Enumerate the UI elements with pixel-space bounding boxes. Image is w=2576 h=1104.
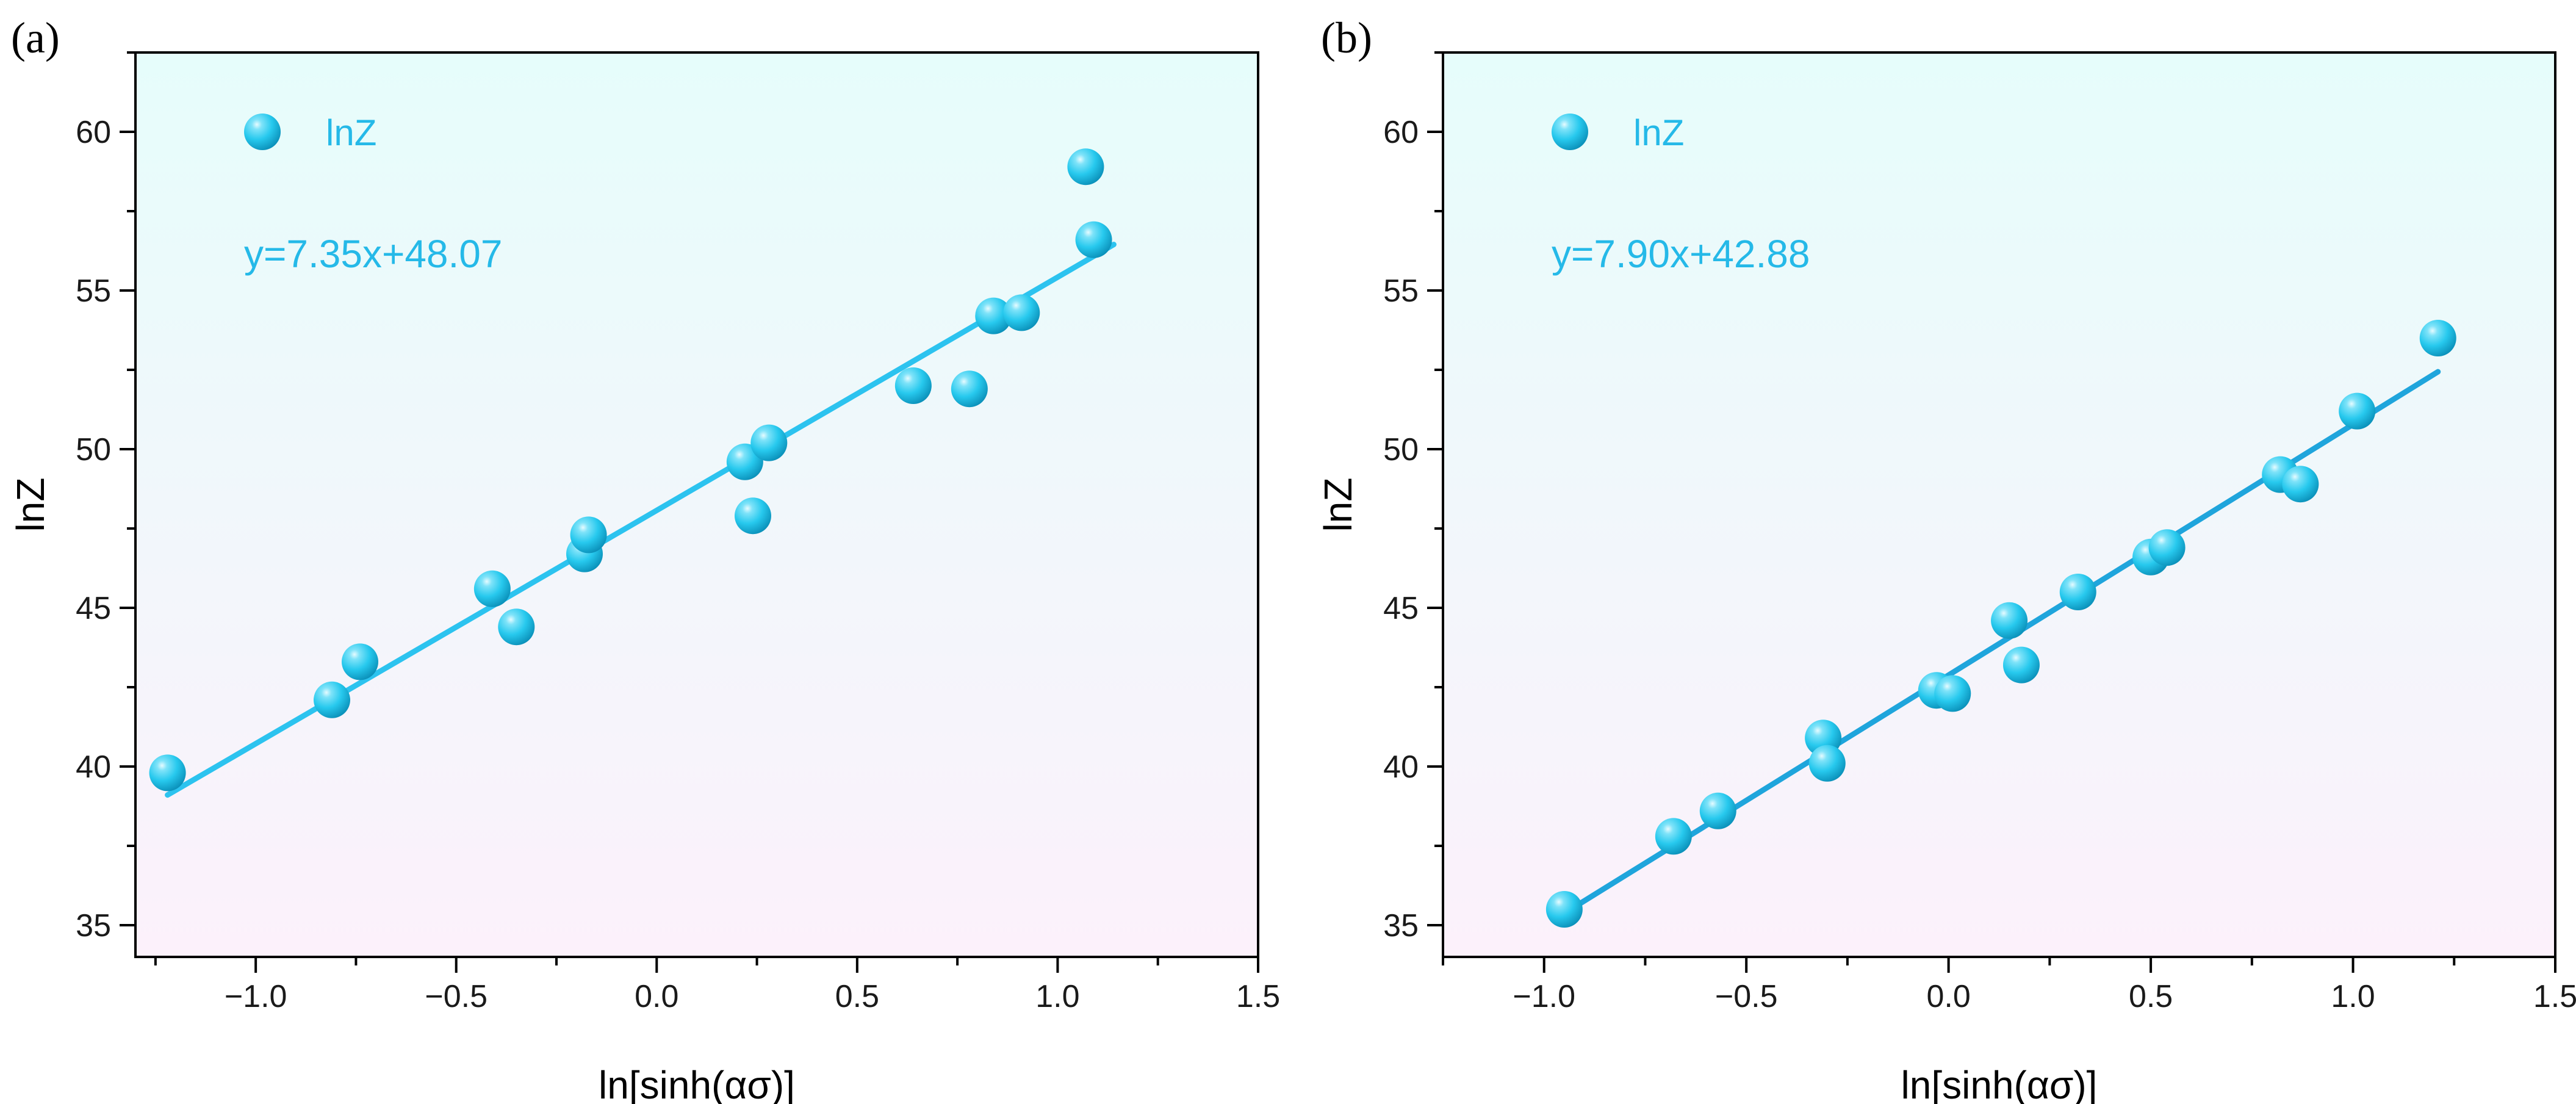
y-tick-label: 40 xyxy=(76,749,111,785)
data-point xyxy=(735,497,771,535)
x-tick-label: 1.5 xyxy=(2533,979,2576,1014)
data-point xyxy=(2282,466,2319,503)
data-point xyxy=(975,297,1012,334)
panel-label-a: (a) xyxy=(11,13,60,62)
fit-equation-b: y=7.90x+42.88 xyxy=(1552,232,1810,276)
data-point xyxy=(894,367,932,404)
plot-frame-a xyxy=(134,51,1259,958)
data-point xyxy=(1991,602,2028,639)
y-tick-label: 60 xyxy=(1383,115,1419,150)
x-tick-label: 1.0 xyxy=(2331,979,2375,1014)
data-point xyxy=(2002,646,2040,684)
data-points-a xyxy=(149,148,1112,792)
y-tick-label: 45 xyxy=(1383,591,1419,626)
plot-background-a xyxy=(135,52,1258,957)
data-point xyxy=(2148,529,2186,566)
data-points-b xyxy=(1545,320,2456,928)
legend-label-b: lnZ xyxy=(1633,112,1684,153)
y-tick-label: 55 xyxy=(76,273,111,309)
data-point xyxy=(1067,148,1104,186)
data-point xyxy=(750,424,788,461)
data-point xyxy=(1808,745,1846,782)
fit-equation-a: y=7.35x+48.07 xyxy=(244,232,502,276)
x-tick-label: −1.0 xyxy=(225,979,287,1014)
y-axis-b: 35 40 45 50 55 60 xyxy=(1383,51,1443,943)
data-point xyxy=(473,570,511,607)
data-point xyxy=(498,608,535,646)
y-tick-label: 55 xyxy=(1383,273,1419,309)
x-axis-a: −1.0 −0.5 0.0 0.5 1.0 1.5 xyxy=(154,957,1280,1014)
y-tick-label: 45 xyxy=(76,591,111,626)
plot-background-b xyxy=(1443,52,2555,957)
y-tick-label: 50 xyxy=(76,432,111,467)
y-tick-label: 35 xyxy=(1383,908,1419,943)
x-axis-b: −1.0 −0.5 0.0 0.5 1.0 1.5 xyxy=(1442,957,2576,1014)
data-point xyxy=(2059,574,2096,610)
y-axis-label-b: lnZ xyxy=(1316,478,1360,532)
legend-label-a: lnZ xyxy=(326,112,376,153)
plot-frame-b xyxy=(1442,51,2556,958)
data-point xyxy=(2419,320,2456,356)
x-tick-label: 0.5 xyxy=(835,979,879,1014)
data-point xyxy=(342,643,378,680)
y-axis-label-a: lnZ xyxy=(9,478,52,532)
x-tick-label: −0.5 xyxy=(1715,979,1778,1014)
x-axis-label-a: ln[sinh(ασ)] xyxy=(599,1063,795,1104)
chart-panel-a: (a) −1.0 −0.5 0.0 0.5 1.0 1.5 35 40 45 50 55 60 ln… xyxy=(9,13,1280,1104)
data-point xyxy=(1003,294,1040,331)
legend-marker-a xyxy=(244,114,281,150)
data-point xyxy=(1655,818,1692,855)
data-point xyxy=(1075,221,1112,258)
y-tick-label: 35 xyxy=(76,908,111,943)
y-axis-a: 35 40 45 50 55 60 xyxy=(76,51,135,943)
data-point xyxy=(149,754,186,792)
x-tick-label: 0.5 xyxy=(2129,979,2173,1014)
x-tick-label: 1.0 xyxy=(1035,979,1079,1014)
y-tick-label: 60 xyxy=(76,115,111,150)
x-tick-label: −0.5 xyxy=(425,979,487,1014)
chart-panel-b: (b) −1.0 −0.5 0.0 0.5 1.0 1.5 35 40 45 50 55 60 ln… xyxy=(1316,13,2576,1104)
data-point xyxy=(1545,891,1583,928)
legend-marker-b xyxy=(1552,114,1588,150)
data-point xyxy=(314,681,350,718)
x-tick-label: 0.0 xyxy=(1926,979,1970,1014)
panel-label-b: (b) xyxy=(1321,13,1372,62)
data-point xyxy=(570,516,607,554)
x-tick-label: −1.0 xyxy=(1513,979,1575,1014)
x-tick-label: 0.0 xyxy=(635,979,678,1014)
y-tick-label: 50 xyxy=(1383,432,1419,467)
data-point xyxy=(1934,675,1971,712)
data-point xyxy=(951,370,988,408)
data-point xyxy=(2339,392,2376,430)
data-point xyxy=(1699,792,1736,829)
x-tick-label: 1.5 xyxy=(1236,979,1280,1014)
y-tick-label: 40 xyxy=(1383,749,1419,785)
x-axis-label-b: ln[sinh(ασ)] xyxy=(1901,1063,2098,1104)
